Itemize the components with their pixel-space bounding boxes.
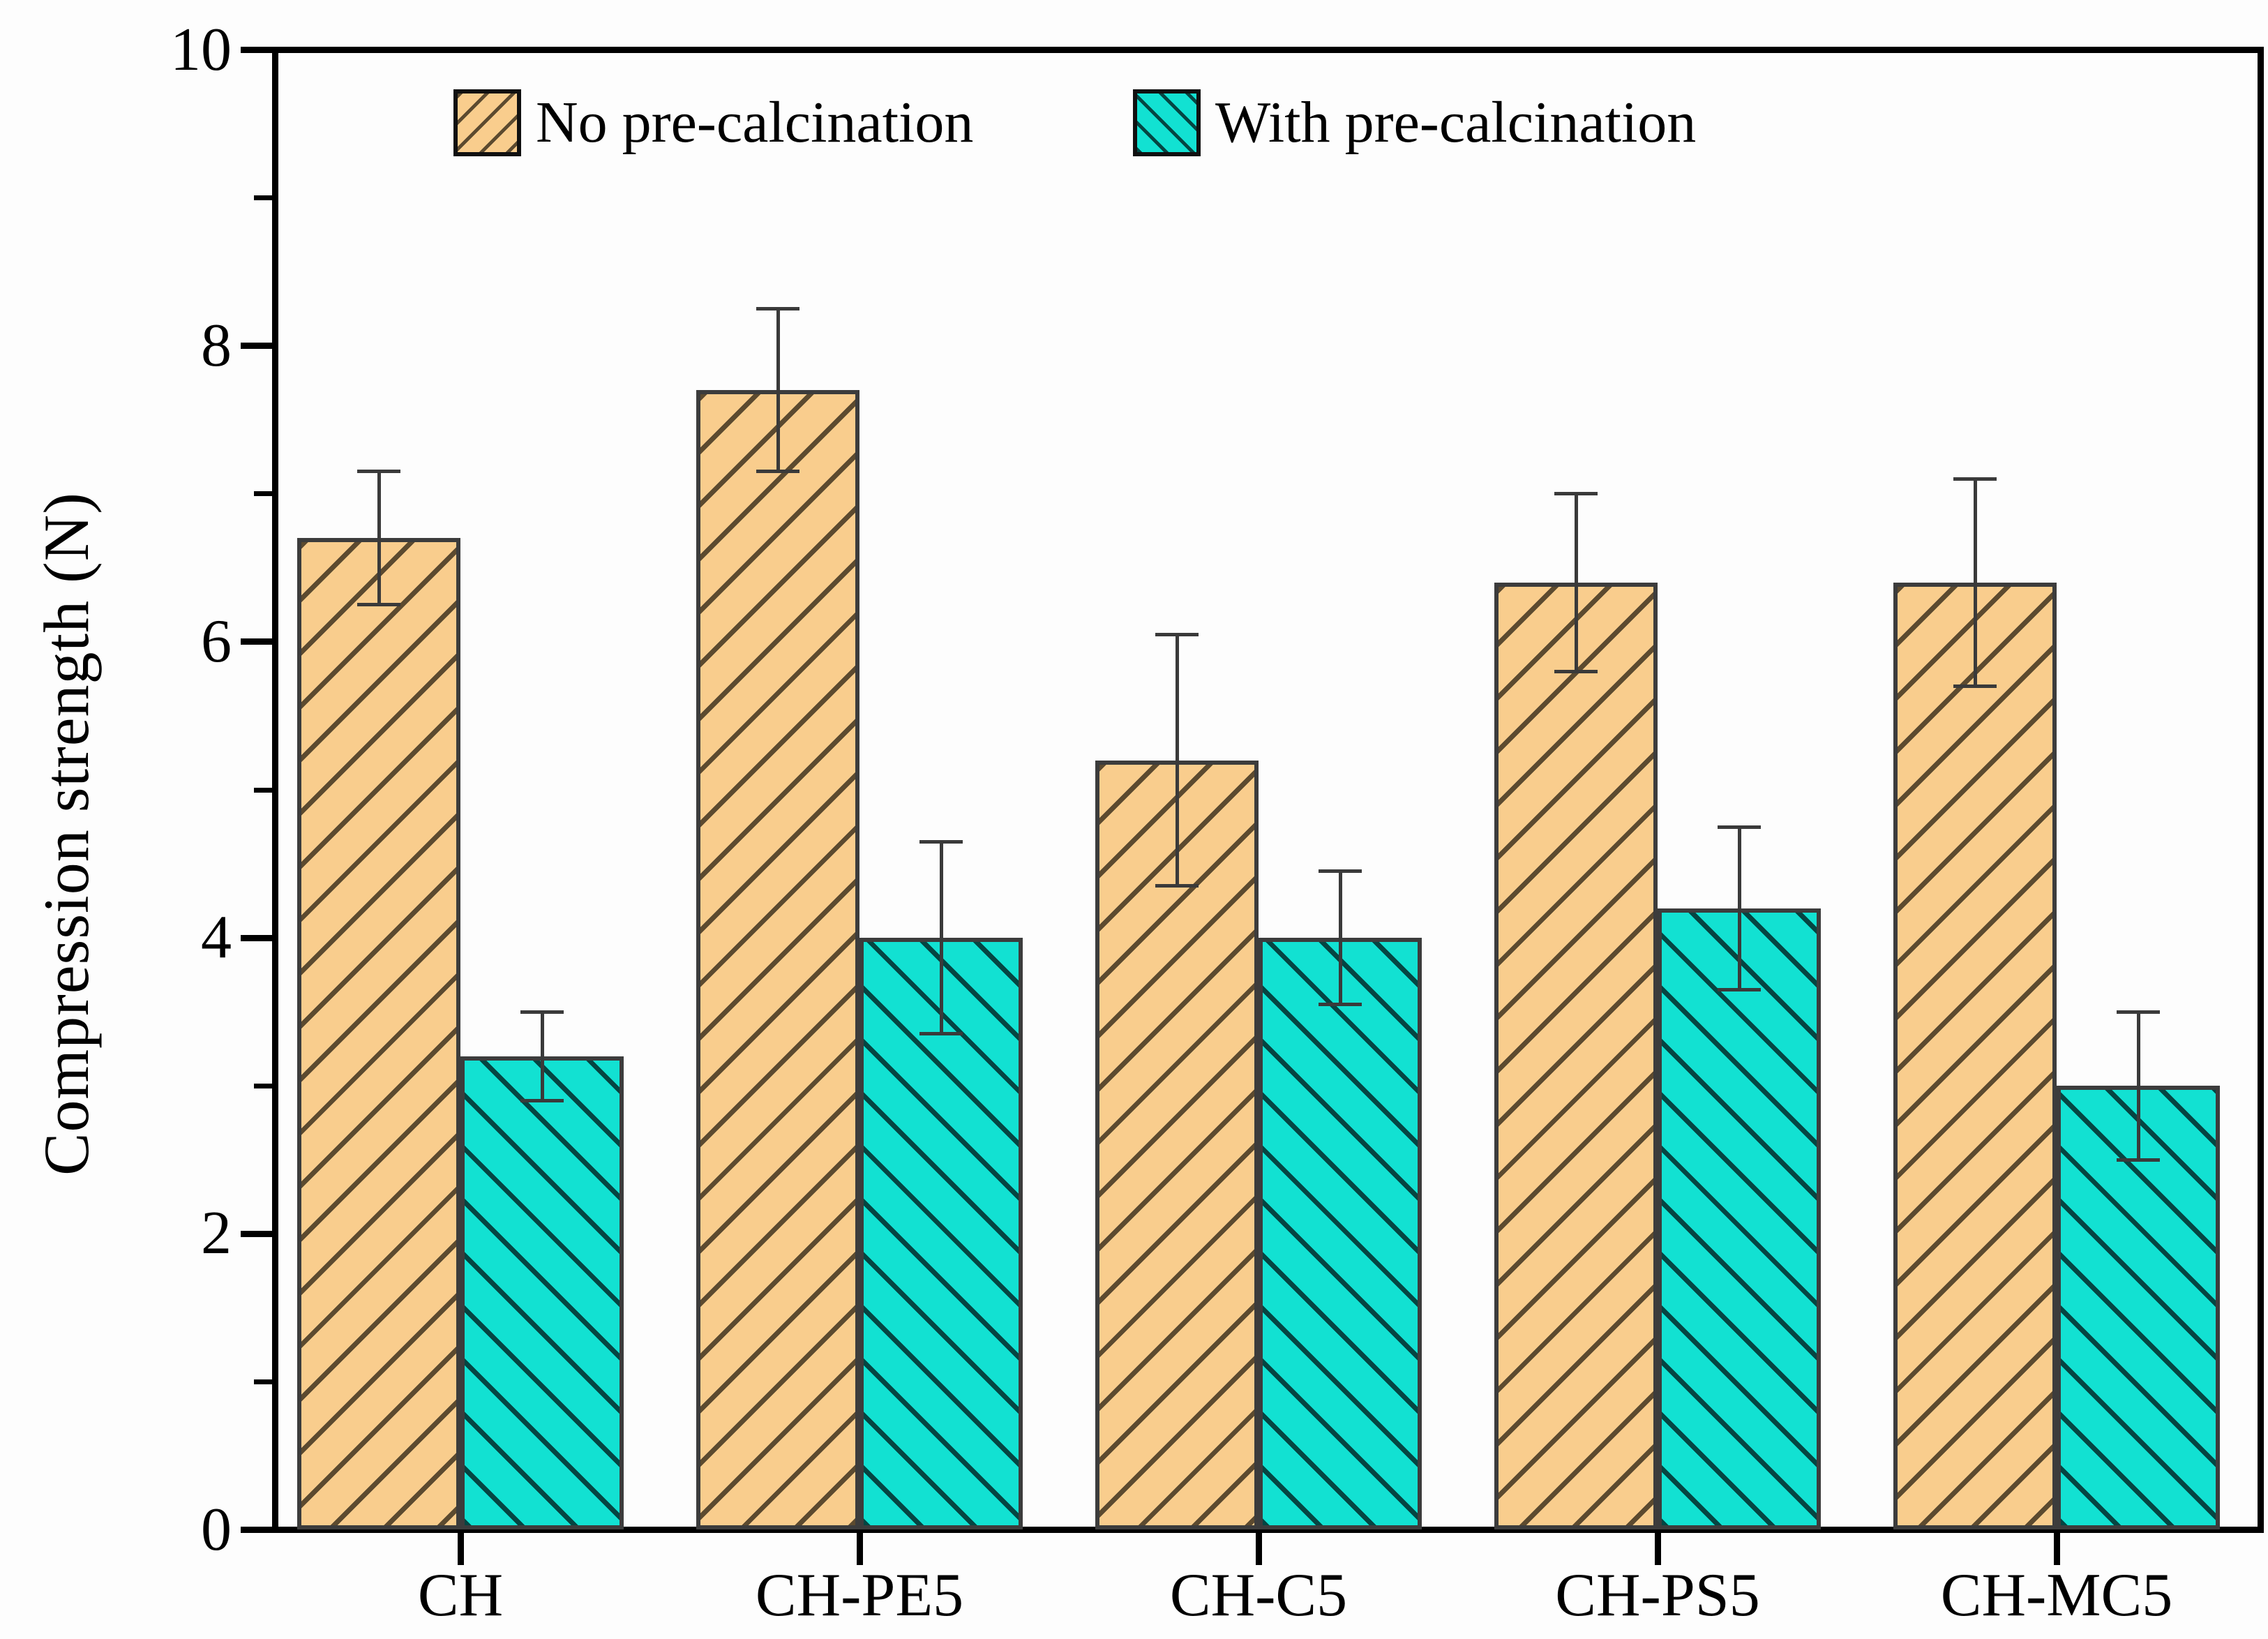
error-bar-line (1737, 827, 1741, 990)
y-minor-tick (254, 195, 273, 201)
error-bar-cap-bottom (1718, 987, 1761, 991)
error-bar-line (1574, 493, 1578, 672)
x-tick (1654, 1533, 1661, 1565)
y-minor-tick (254, 787, 273, 793)
bar-CH-PS5-no-precalc (1494, 583, 1658, 1530)
bar-CH-C5-no-precalc (1095, 760, 1259, 1530)
y-minor-tick (254, 491, 273, 497)
y-major-tick (241, 1230, 273, 1237)
error-bar-cap-bottom (756, 470, 799, 474)
error-bar-cap-bottom (520, 1098, 564, 1102)
error-bar-cap-top (2117, 1010, 2160, 1014)
y-major-tick (241, 343, 273, 350)
x-tick-label: CH-MC5 (1940, 1562, 2173, 1629)
error-bar-cap-top (520, 1010, 564, 1014)
y-major-tick (241, 638, 273, 645)
x-tick (457, 1533, 464, 1565)
x-tick (1255, 1533, 1262, 1565)
error-bar-cap-bottom (1554, 669, 1598, 673)
y-major-tick (241, 47, 273, 53)
error-bar-line (1973, 479, 1977, 687)
error-bar-cap-top (1554, 492, 1598, 496)
bar-CH-C5-with-precalc (1259, 938, 1422, 1530)
error-bar-cap-top (1953, 477, 1997, 481)
y-major-tick (241, 1527, 273, 1533)
error-bar-cap-bottom (919, 1032, 963, 1036)
error-bar-cap-top (1155, 632, 1199, 636)
y-tick-label: 4 (201, 904, 232, 972)
error-bar-cap-bottom (357, 603, 400, 607)
legend-swatch-no-pre-calcination (453, 89, 521, 156)
error-bar-cap-top (919, 839, 963, 844)
y-major-tick (241, 934, 273, 941)
x-tick (2053, 1533, 2060, 1565)
y-minor-tick (254, 1083, 273, 1088)
y-axis-title: Compression strength (N) (31, 492, 102, 1176)
bar-CH-no-precalc (297, 538, 460, 1530)
bar-CH-PE5-no-precalc (696, 390, 859, 1530)
x-tick-label: CH-PE5 (755, 1562, 964, 1629)
legend-label-with-pre-calcination: With pre-calcination (1215, 90, 1697, 155)
y-tick-label: 10 (170, 15, 232, 84)
error-bar-line (1175, 634, 1179, 886)
error-bar-line (540, 1012, 544, 1101)
x-tick (856, 1533, 863, 1565)
bar-CH-MC5-no-precalc (1893, 583, 2057, 1530)
x-tick-label: CH-C5 (1169, 1562, 1348, 1629)
error-bar-cap-bottom (1319, 1003, 1362, 1007)
bar-CH-PS5-with-precalc (1658, 908, 1821, 1530)
error-bar-line (1338, 871, 1342, 1005)
error-bar-cap-top (1718, 825, 1761, 829)
error-bar-cap-bottom (1953, 684, 1997, 689)
plot-area (272, 47, 2264, 1533)
bar-CH-PE5-with-precalc (859, 938, 1023, 1530)
error-bar-cap-bottom (2117, 1158, 2160, 1162)
y-tick-label: 6 (201, 607, 232, 675)
x-tick-label: CH (417, 1562, 504, 1629)
legend-swatch-with-pre-calcination (1133, 89, 1201, 156)
error-bar-cap-top (1319, 869, 1362, 874)
bar-CH-with-precalc (460, 1056, 624, 1530)
y-tick-label: 2 (201, 1199, 232, 1268)
y-tick-label: 0 (201, 1495, 232, 1564)
x-tick-label: CH-PS5 (1555, 1562, 1760, 1629)
error-bar-line (2136, 1012, 2140, 1160)
y-minor-tick (254, 1379, 273, 1384)
error-bar-line (377, 471, 381, 605)
error-bar-cap-bottom (1155, 884, 1199, 888)
error-bar-cap-top (756, 307, 799, 311)
error-bar-line (776, 308, 780, 472)
error-bar-line (939, 841, 943, 1034)
y-tick-label: 8 (201, 311, 232, 380)
error-bar-cap-top (357, 470, 400, 474)
legend-label-no-pre-calcination: No pre-calcination (536, 90, 974, 155)
